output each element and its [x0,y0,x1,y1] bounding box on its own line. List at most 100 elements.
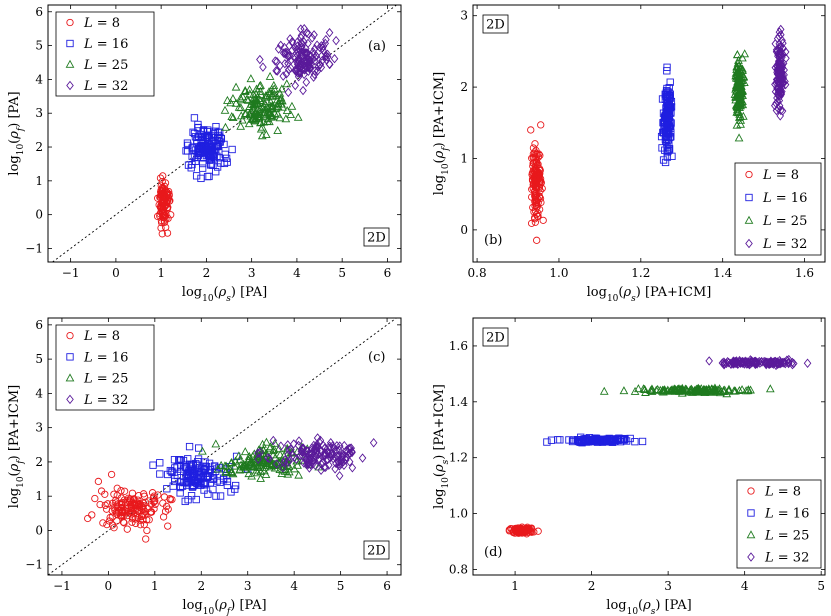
data-point [284,65,293,75]
legend-marker [745,170,753,179]
data-point [312,51,321,61]
data-point [724,386,734,395]
data-point [247,459,257,468]
data-point [655,385,665,394]
data-point [192,172,201,180]
data-point [511,526,519,534]
data-point [246,74,256,83]
data-point [138,511,146,519]
data-point [306,460,315,470]
data-point [308,54,316,64]
y-tick-label: 3 [35,106,43,120]
data-point [113,484,121,492]
data-point [327,449,336,459]
y-tick-label: 0.8 [449,562,468,576]
x-tick-label: 3 [248,266,256,280]
dimension-tag: 2D [486,331,505,346]
data-point [736,115,746,124]
data-point [534,198,542,207]
data-point [271,56,280,66]
data-point [269,435,278,446]
y-tick-label: 0 [460,223,468,237]
data-point [223,481,232,489]
data-point [771,39,780,49]
data-point [161,179,170,187]
legend-box [55,324,155,411]
data-point [308,448,316,458]
data-point [161,507,170,515]
data-point [274,44,283,54]
data-point [220,105,230,114]
panel-2: 0.8 1.0 1.2 1.4 1.6 0 1 2 3 log10(ρs) [PA+ICM] log… [432,4,826,304]
plot-frame [47,4,402,263]
data-point [775,27,784,37]
data-point [777,69,785,80]
data-point [556,436,564,444]
data-point [576,438,584,446]
data-point [312,442,320,452]
data-point [265,108,274,117]
data-point [96,500,104,509]
data-point [281,47,289,58]
data-point [199,159,207,168]
data-point [289,439,298,449]
data-point [732,358,741,368]
panel-label: (c) [368,350,385,365]
data-point [282,69,291,79]
data-point [213,163,222,171]
y-tick-label: −1 [25,241,43,255]
panel-4: 1 2 3 4 5 0.8 1.0 1.2 1.4 1.6 log10(ρs) [PA] log10(… [432,317,826,616]
x-tick-label: 2 [588,579,596,593]
data-point [529,184,537,193]
data-point [530,208,538,216]
data-point [184,455,192,463]
legend-entry: L = 8 [764,485,801,500]
data-point [282,79,292,88]
data-point [286,110,296,119]
data-point [156,470,164,478]
legend-marker [66,353,74,361]
data-point [262,109,271,118]
y-tick-label: 4 [35,72,43,86]
legend-marker [65,59,75,68]
data-point [164,522,172,530]
panel-label: (b) [484,233,502,248]
data-point [267,84,277,93]
data-point [272,95,282,104]
data-point [277,84,287,93]
data-point [275,450,285,459]
data-point [774,49,782,59]
data-point [248,462,257,471]
data-point [308,443,316,453]
data-point [534,175,542,183]
data-point [268,91,278,100]
data-point [159,211,167,220]
data-point [149,461,157,469]
data-point [732,107,742,116]
legend-marker [745,193,753,202]
x-tick-label: 1.0 [549,266,568,280]
data-point [766,358,774,368]
data-point [120,519,128,527]
data-point [733,90,743,99]
data-point [166,466,174,475]
data-point [263,453,272,463]
data-point [310,30,318,40]
data-point [301,63,309,74]
legend-entry: L = 25 [764,529,809,544]
series-3 [599,383,775,398]
data-point [200,143,209,152]
data-point [223,95,232,104]
data-point [204,472,213,480]
x-tick-label: 0.8 [468,266,487,280]
data-point [226,98,235,107]
data-point [241,462,251,471]
data-point [315,453,323,464]
legend-marker [747,509,755,517]
data-point [273,126,283,135]
data-point [136,521,145,529]
data-point [718,358,727,368]
data-point [699,384,709,393]
data-point [238,115,247,124]
data-point [281,58,289,69]
